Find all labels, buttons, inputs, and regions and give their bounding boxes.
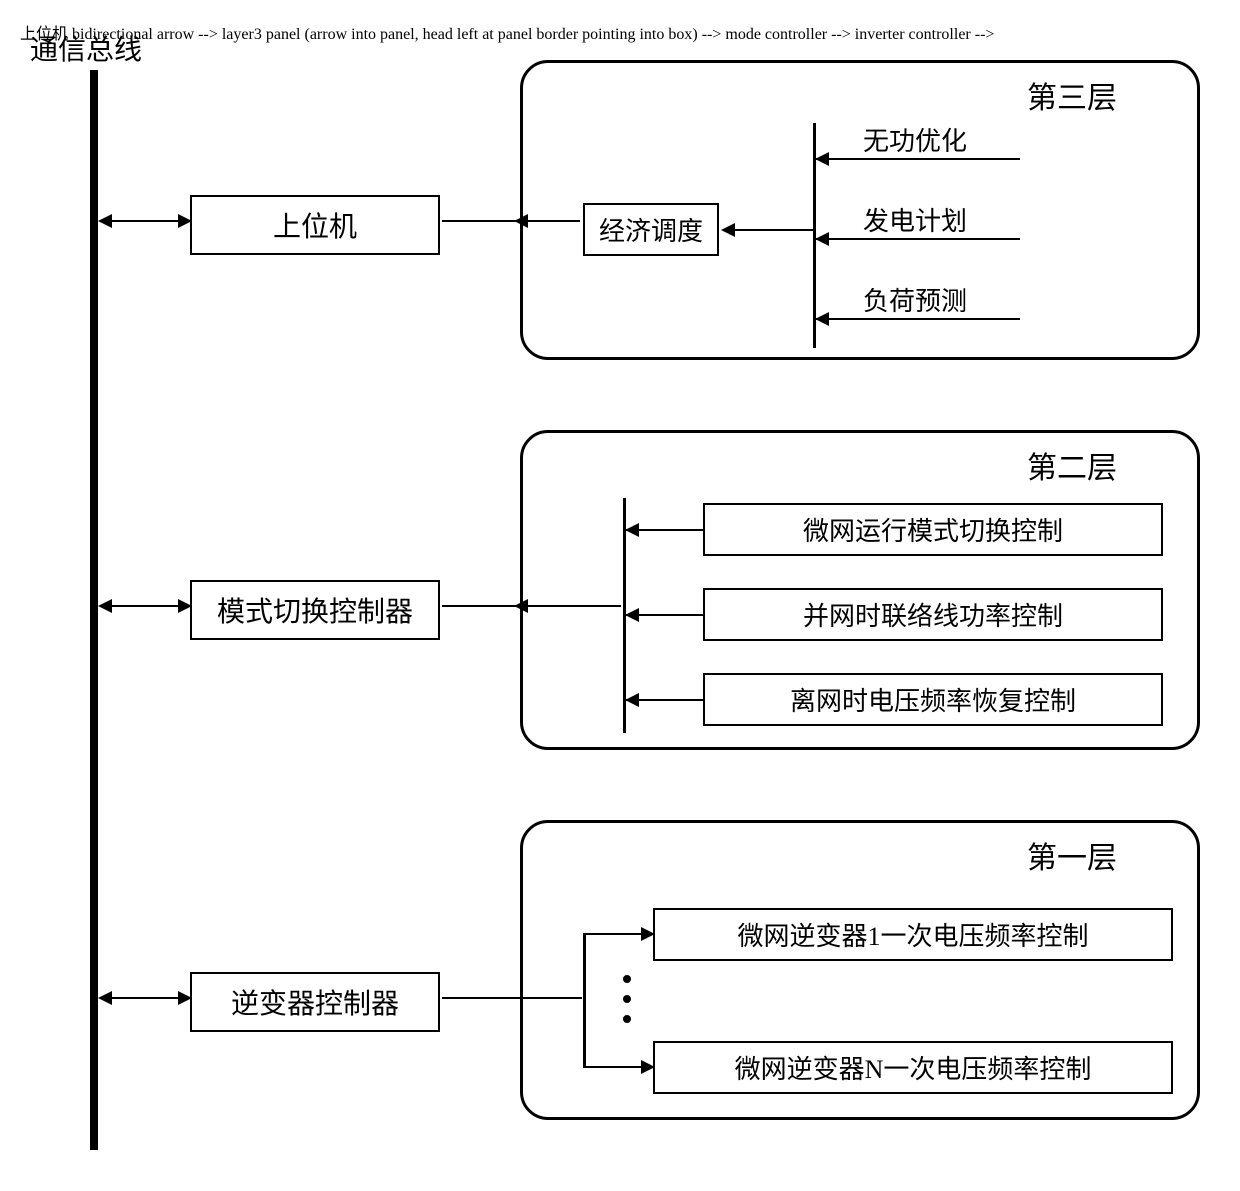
layer2-edge-to-vline [523,605,621,607]
arrow-vf-head [625,693,639,707]
arrow-ed [733,229,813,231]
ellipsis-dot-2 [623,995,631,1003]
vf-restore-label: 离网时电压频率恢复控制 [790,681,1076,718]
bus-inv-rh [178,991,192,1005]
inverter-n-box: 微网逆变器N一次电压频率控制 [653,1041,1173,1094]
arrow-inv1-head [641,927,655,941]
layer3-title: 第三层 [1027,73,1117,117]
mode-switch-label: 微网运行模式切换控制 [803,511,1063,548]
bus-upper-lh [98,214,112,228]
arrow-mode-head [625,523,639,537]
bus-inv-lh [98,991,112,1005]
layer2-title: 第二层 [1027,443,1117,487]
inv-to-layer1 [442,997,582,999]
arrow-genplan [815,238,1020,240]
economic-dispatch-label: 经济调度 [599,211,703,248]
bus-upper-line [110,220,180,222]
layer1-fork-vline [583,933,586,1068]
arrow-tie-head [625,608,639,622]
arrow-load [815,318,1020,320]
bus-label: 通信总线 [30,28,142,68]
arrow-load-head [815,312,829,326]
upper-controller-label: 上位机 [273,205,357,245]
inverter-controller-label: 逆变器控制器 [231,982,399,1022]
diagram-root: 通信总线 第三层 经济调度 无功优化 发电计划 负荷预测 上位机 上位机 bid… [20,20,1220,1170]
layer2-panel: 第二层 微网运行模式切换控制 并网时联络线功率控制 离网时电压频率恢复控制 [520,430,1200,750]
reactive-opt-label: 无功优化 [863,121,967,158]
load-forecast-label: 负荷预测 [863,281,967,318]
economic-dispatch-box: 经济调度 [583,203,719,256]
tie-line-box: 并网时联络线功率控制 [703,588,1163,641]
vf-restore-box: 离网时电压频率恢复控制 [703,673,1163,726]
mode-switch-box: 微网运行模式切换控制 [703,503,1163,556]
upper-controller-box: 上位机 [190,195,440,255]
mode-controller-box: 模式切换控制器 [190,580,440,640]
arrow-ed-head [721,223,735,237]
communication-bus [90,70,98,1150]
layer1-title: 第一层 [1027,833,1117,877]
gen-plan-label: 发电计划 [863,201,967,238]
arrow-invn-head [641,1060,655,1074]
arrow-reactive [815,158,1020,160]
layer3-edge-to-econ [523,220,580,222]
bus-mode-lh [98,599,112,613]
layer1-panel: 第一层 微网逆变器1一次电压频率控制 微网逆变器N一次电压频率控制 [520,820,1200,1120]
inverter-1-label: 微网逆变器1一次电压频率控制 [737,916,1088,953]
bus-upper-rh [178,214,192,228]
arrow-invn [585,1066,643,1068]
layer3-panel: 第三层 经济调度 无功优化 发电计划 负荷预测 [520,60,1200,360]
mode-to-layer2 [442,605,520,607]
inverter-n-label: 微网逆变器N一次电压频率控制 [735,1049,1092,1086]
arrow-inv1 [585,933,643,935]
arrow-reactive-head [815,152,829,166]
ellipsis-dot-3 [623,1015,631,1023]
bus-mode-line [110,605,180,607]
inverter-controller-box: 逆变器控制器 [190,972,440,1032]
mode-controller-label: 模式切换控制器 [217,590,413,630]
tie-line-label: 并网时联络线功率控制 [803,596,1063,633]
upper-to-layer3 [442,220,520,222]
bus-inv-line [110,997,180,999]
bus-mode-rh [178,599,192,613]
inverter-1-box: 微网逆变器1一次电压频率控制 [653,908,1173,961]
ellipsis-dot-1 [623,975,631,983]
arrow-genplan-head [815,232,829,246]
